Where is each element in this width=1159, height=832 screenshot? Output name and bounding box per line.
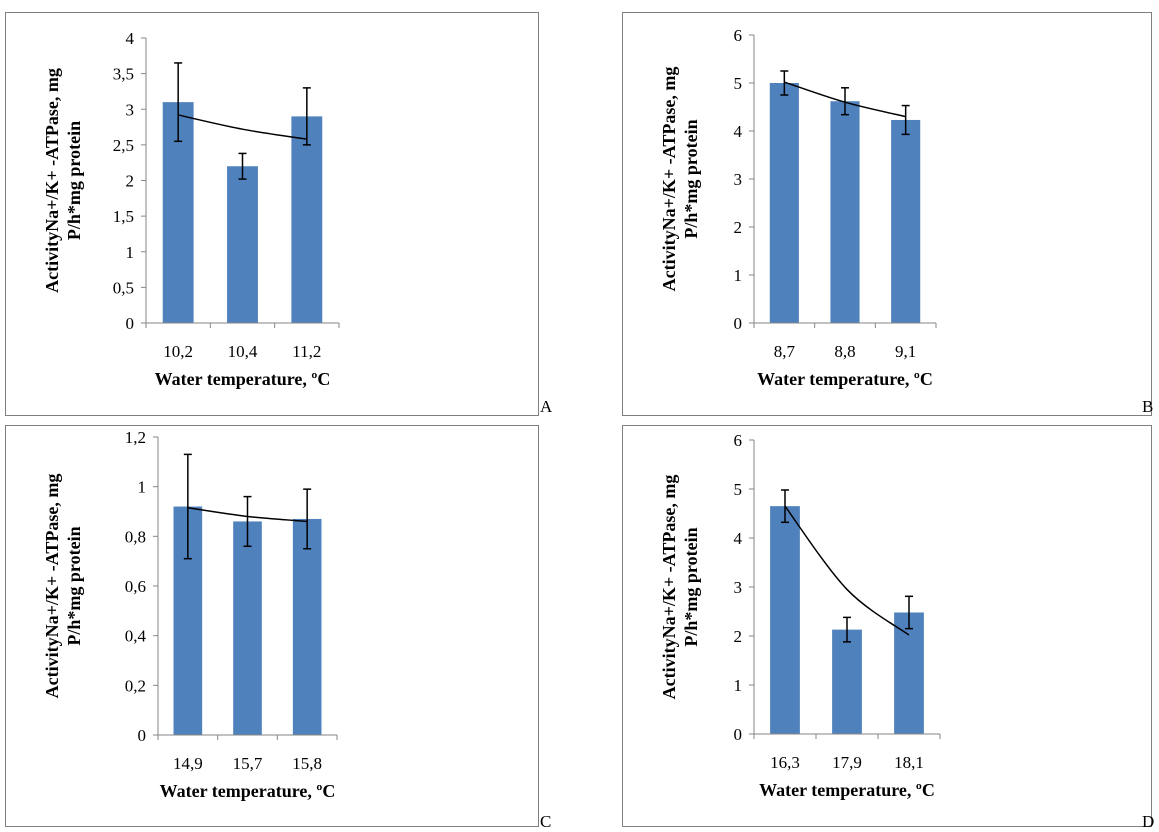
x-tick-label: 11,2 — [292, 342, 321, 361]
panel-label-c: C — [540, 812, 552, 831]
y-tick-label: 5 — [734, 74, 743, 93]
panel-label-a: A — [540, 397, 553, 416]
trend-line — [784, 505, 910, 636]
panel-label-b: B — [1142, 397, 1154, 416]
x-tick-label: 15,7 — [233, 754, 263, 773]
x-axis-title: Water temperature, ºC — [759, 780, 935, 800]
bar — [233, 521, 262, 735]
y-tick-label: 0,5 — [113, 278, 134, 297]
bar — [830, 101, 860, 324]
y-axis-title-line1: ActivityNa+/K+ -ATPase, mg — [42, 474, 62, 699]
y-tick-label: 3,5 — [113, 65, 134, 84]
chart-svg-d: 0 1 2 3 4 5 6 16,3 17,9 18,1 Water temperature, ºC… — [659, 431, 941, 800]
trend-line — [178, 114, 307, 140]
y-tick-label: 0,6 — [125, 577, 146, 596]
x-tick-label: 14,9 — [173, 754, 203, 773]
bar — [227, 166, 258, 323]
y-tick-label: 3 — [126, 100, 135, 119]
x-tick-label: 15,8 — [292, 754, 322, 773]
y-tick-label: 3 — [734, 578, 743, 597]
x-axis-title: Water temperature, ºC — [757, 369, 933, 389]
x-tick-label: 8,7 — [774, 342, 796, 361]
y-tick-label: 2 — [734, 218, 743, 237]
chart-panel-c: 0 0,2 0,4 0,6 0,8 1 1,2 14,9 15,7 15,8 Water tempe… — [5, 425, 539, 827]
y-tick-label: 1 — [734, 676, 743, 695]
y-tick-label: 1 — [126, 243, 135, 262]
bar — [291, 116, 323, 323]
x-tick-label: 10,2 — [163, 342, 193, 361]
y-axis-title-line2: P/h*mg protein — [681, 527, 701, 646]
chart-svg-b: 0 1 2 3 4 5 6 8,7 8,8 9,1 Water temperature, ºC Act… — [659, 26, 937, 389]
y-axis-title-line1: ActivityNa+/K+ -ATPase, mg — [659, 475, 679, 700]
x-tick-label: 8,8 — [834, 342, 855, 361]
y-tick-label: 5 — [734, 480, 743, 499]
x-tick-label: 17,9 — [832, 753, 862, 772]
y-tick-label: 1,2 — [125, 428, 146, 447]
x-tick-label: 9,1 — [895, 342, 916, 361]
y-axis-title-line2: P/h*mg protein — [681, 119, 701, 238]
x-tick-label: 16,3 — [770, 753, 800, 772]
bar — [891, 119, 921, 324]
x-axis-title: Water temperature, ºC — [155, 369, 331, 389]
bar — [292, 518, 322, 735]
y-tick-label: 0,8 — [125, 527, 146, 546]
y-tick-label: 1 — [734, 266, 743, 285]
x-tick-label: 18,1 — [894, 753, 924, 772]
y-tick-label: 6 — [734, 26, 743, 45]
y-tick-label: 1 — [138, 478, 147, 497]
trend-line — [187, 507, 308, 523]
y-axis-title-line2: P/h*mg protein — [64, 526, 84, 645]
chart-svg-a: 0 0,5 1 1,5 2 2,5 3 3,5 4 10,2 10,4 11,2 Water tempe… — [42, 29, 340, 389]
y-tick-label: 2 — [734, 627, 743, 646]
panel-label-d: D — [1142, 812, 1155, 831]
y-axis-title-line2: P/h*mg protein — [64, 121, 84, 240]
chart-svg-c: 0 0,2 0,4 0,6 0,8 1 1,2 14,9 15,7 15,8 Water tempe… — [42, 428, 338, 801]
x-axis-title: Water temperature, ºC — [160, 781, 336, 801]
y-tick-label: 2,5 — [113, 136, 134, 155]
y-tick-label: 4 — [126, 29, 135, 48]
y-tick-label: 4 — [734, 122, 743, 141]
y-tick-label: 1,5 — [113, 207, 134, 226]
y-tick-label: 6 — [734, 431, 743, 450]
chart-panel-a: 0 0,5 1 1,5 2 2,5 3 3,5 4 10,2 10,4 11,2 Water tempe… — [5, 12, 539, 416]
trend-line — [784, 81, 906, 118]
y-tick-label: 3 — [734, 170, 743, 189]
y-tick-label: 0 — [734, 725, 743, 744]
bar — [769, 83, 799, 323]
bar — [832, 629, 862, 734]
y-axis-title-line1: ActivityNa+/K+ -ATPase, mg — [42, 68, 62, 293]
chart-panel-d: 0 1 2 3 4 5 6 16,3 17,9 18,1 Water temperature, ºC… — [622, 425, 1152, 827]
bar — [894, 612, 924, 734]
y-tick-label: 2 — [126, 172, 135, 191]
y-tick-label: 4 — [734, 529, 743, 548]
y-tick-label: 0 — [138, 726, 147, 745]
y-tick-label: 0,2 — [125, 676, 146, 695]
y-tick-label: 0 — [126, 314, 135, 333]
y-tick-label: 0 — [734, 314, 743, 333]
y-tick-label: 0,4 — [125, 627, 147, 646]
chart-panel-b: 0 1 2 3 4 5 6 8,7 8,8 9,1 Water temperature, ºC Act… — [622, 12, 1152, 416]
x-tick-label: 10,4 — [228, 342, 258, 361]
y-axis-title-line1: ActivityNa+/K+ -ATPase, mg — [659, 67, 679, 292]
bar — [770, 506, 800, 734]
